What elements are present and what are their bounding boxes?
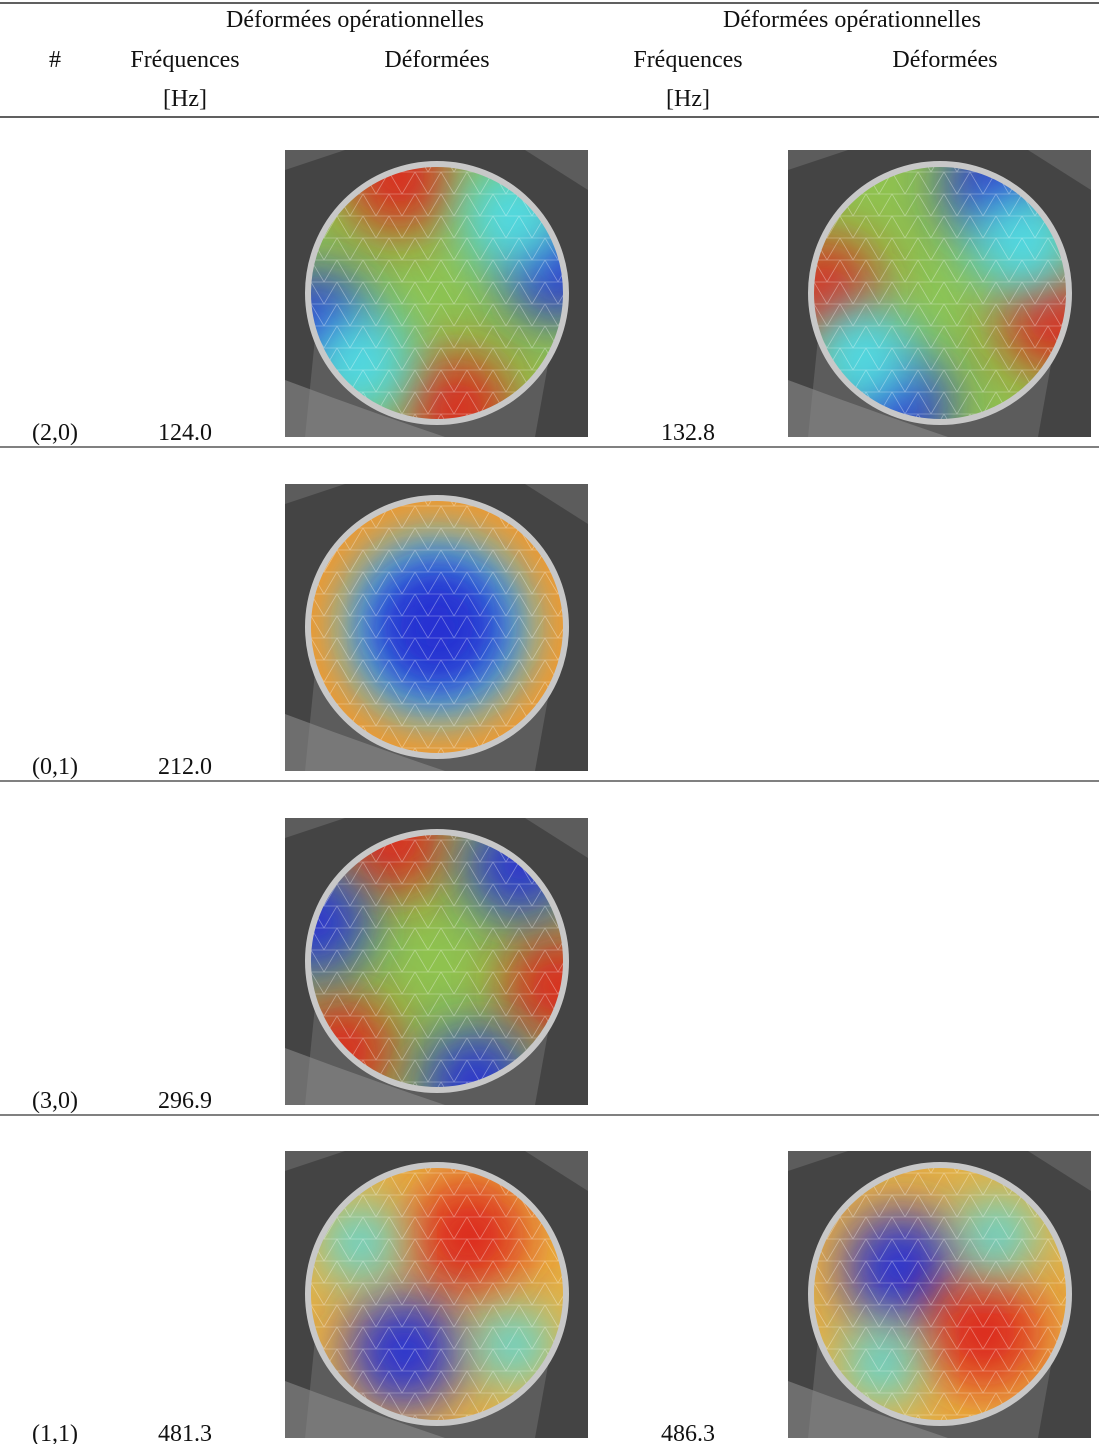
deformation-field xyxy=(812,1166,1068,1422)
frequency: 132.8 xyxy=(661,420,715,446)
photo-detail xyxy=(285,714,445,771)
group-header: Déformées opérationnelles xyxy=(226,7,484,33)
mesh xyxy=(309,499,565,755)
frequency: 486.3 xyxy=(661,1421,715,1444)
column-header: Déformées xyxy=(892,47,997,73)
mode-shape-image xyxy=(788,150,1091,437)
mode-label: (3,0) xyxy=(32,1088,78,1114)
frequency: 124.0 xyxy=(158,420,212,446)
column-header: Déformées xyxy=(384,47,489,73)
mode-shape-image xyxy=(285,1151,588,1438)
frequency: 296.9 xyxy=(158,1088,212,1114)
deformation-field xyxy=(309,499,565,755)
rim xyxy=(305,829,569,1093)
rim xyxy=(808,161,1072,425)
group-header: Déformées opérationnelles xyxy=(723,7,981,33)
deformation-field xyxy=(812,165,1068,421)
photo-detail xyxy=(285,1048,445,1105)
mode-shape-image xyxy=(285,150,588,437)
photo-detail xyxy=(788,380,948,437)
photo-detail xyxy=(285,380,445,437)
mesh xyxy=(812,1166,1068,1422)
rim xyxy=(305,495,569,759)
mode-label: (1,1) xyxy=(32,1421,78,1444)
photo-detail xyxy=(788,1381,948,1438)
mode-shape-image xyxy=(285,818,588,1105)
frequency: 481.3 xyxy=(158,1421,212,1444)
frequency: 212.0 xyxy=(158,754,212,780)
deformation-field xyxy=(309,1166,565,1422)
rim xyxy=(305,161,569,425)
mode-shape-image xyxy=(788,1151,1091,1438)
mesh xyxy=(812,165,1068,421)
mode-label: (2,0) xyxy=(32,420,78,446)
mesh xyxy=(309,165,565,421)
mode-label: (0,1) xyxy=(32,754,78,780)
column-header: # xyxy=(49,47,61,73)
mode-shape-image xyxy=(285,484,588,771)
column-header: [Hz] xyxy=(666,86,710,112)
column-header: Fréquences xyxy=(633,47,742,73)
rim xyxy=(305,1162,569,1426)
rim xyxy=(808,1162,1072,1426)
photo-detail xyxy=(285,1381,445,1438)
mesh xyxy=(309,833,565,1089)
column-header: Fréquences xyxy=(130,47,239,73)
column-header: [Hz] xyxy=(163,86,207,112)
mesh xyxy=(309,1166,565,1422)
